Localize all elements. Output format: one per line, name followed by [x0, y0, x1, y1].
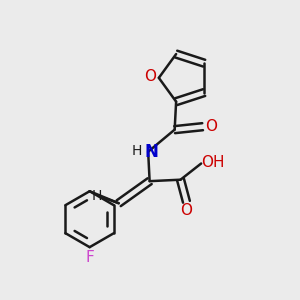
Text: H: H [131, 144, 142, 158]
Text: O: O [145, 70, 157, 85]
Text: OH: OH [201, 154, 225, 169]
Text: O: O [205, 119, 217, 134]
Text: N: N [145, 143, 159, 161]
Text: O: O [180, 202, 192, 217]
Text: H: H [92, 189, 102, 203]
Text: F: F [85, 250, 94, 265]
